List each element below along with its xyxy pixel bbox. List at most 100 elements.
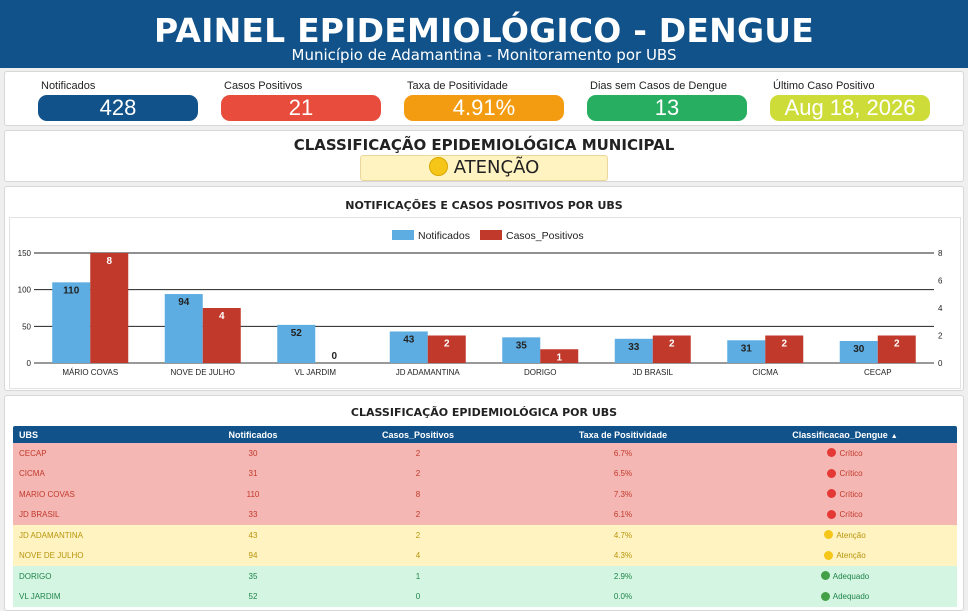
bar-notificados xyxy=(502,337,541,363)
data-label-notificados: 33 xyxy=(628,342,640,353)
cell-ubs: DORIGO xyxy=(19,571,52,581)
bar-casos-positivos xyxy=(765,335,804,363)
table-row[interactable]: CICMA 31 2 6.5% Crítico xyxy=(13,463,957,484)
kpi-value: 4.91% xyxy=(404,95,564,121)
data-label-casos-positivos: 0 xyxy=(331,351,337,362)
y-tick-left: 150 xyxy=(18,249,32,258)
cell-casos-positivos: 4 xyxy=(415,551,421,561)
data-label-notificados: 43 xyxy=(403,334,415,345)
sort-ascending-icon[interactable]: ▲ xyxy=(890,432,898,440)
status-label: Crítico xyxy=(839,489,863,499)
kpi-taxa-positividade: Taxa de Positividade 4.91% xyxy=(404,79,564,121)
column-header-casos-positivos[interactable]: Casos_Positivos xyxy=(381,429,455,440)
cell-ubs: MARIO COVAS xyxy=(19,489,75,499)
x-tick-label: JD BRASIL xyxy=(633,368,674,377)
bar-notificados xyxy=(839,341,878,363)
cell-notificados: 110 xyxy=(246,489,260,499)
column-header-label: Classificacao_Dengue xyxy=(792,429,888,440)
bar-notificados xyxy=(277,324,316,363)
data-label-notificados: 35 xyxy=(516,340,528,351)
bar-chart: Notificados Casos_Positivos 0 50 100 150 0 2 4 6 8… xyxy=(18,230,943,377)
cell-taxa: 6.1% xyxy=(613,510,633,520)
bar-notificados xyxy=(164,294,203,363)
cell-ubs: CECAP xyxy=(19,448,47,458)
table-row[interactable]: JD BRASIL 33 2 6.1% Crítico xyxy=(13,504,957,525)
x-tick-label: NOVE DE JULHO xyxy=(171,368,235,377)
y-tick-right: 6 xyxy=(938,277,943,286)
data-label-notificados: 31 xyxy=(741,343,753,354)
table-row[interactable]: DORIGO 35 1 2.9% Adequado xyxy=(13,566,957,587)
bar-notificados xyxy=(727,340,766,363)
table-row[interactable]: VL JARDIM 52 0 0.0% Adequado xyxy=(13,586,957,607)
column-header-notificados[interactable]: Notificados xyxy=(228,429,278,440)
dashboard-header: PAINEL EPIDEMIOLÓGICO - DENGUE Município… xyxy=(0,0,968,68)
status-circle-icon xyxy=(827,489,837,499)
y-tick-right: 0 xyxy=(938,359,943,368)
y-tick-right: 2 xyxy=(938,332,943,341)
table-row[interactable]: JD ADAMANTINA 43 2 4.7% Atenção xyxy=(13,525,957,546)
legend-label-notificados: Notificados xyxy=(418,230,470,242)
status-circle-icon xyxy=(827,448,837,458)
page-subtitle: Município de Adamantina - Monitoramento … xyxy=(291,46,677,64)
bar-casos-positivos xyxy=(877,335,916,363)
chart-card: NOTIFICAÇÕES E CASOS POSITIVOS POR UBS N… xyxy=(4,186,964,391)
cell-ubs: JD BRASIL xyxy=(19,510,60,520)
bar-casos-positivos xyxy=(90,253,129,363)
bar-casos-positivos xyxy=(540,349,579,363)
kpi-label: Dias sem Casos de Dengue xyxy=(590,80,727,92)
column-header-ubs[interactable]: UBS xyxy=(19,429,39,440)
cell-classificacao: Crítico xyxy=(733,448,957,458)
classification-status: ATENÇÃO xyxy=(453,157,540,178)
table-body: CECAP 30 2 6.7% Crítico CICMA 31 2 6.5% Crítico MA… xyxy=(13,443,957,607)
cell-notificados: 30 xyxy=(248,448,258,458)
data-label-notificados: 30 xyxy=(853,344,865,355)
ubs-table-card: CLASSIFICAÇÃO EPIDEMIOLÓGICA POR UBS UBS… xyxy=(4,395,964,611)
data-label-notificados: 52 xyxy=(291,328,303,339)
data-label-notificados: 94 xyxy=(178,297,190,308)
chart-title: NOTIFICAÇÕES E CASOS POSITIVOS POR UBS xyxy=(345,199,623,212)
cell-classificacao: Atenção xyxy=(733,530,957,540)
cell-classificacao: Crítico xyxy=(733,468,957,478)
ubs-table: UBS Notificados Casos_Positivos Taxa de … xyxy=(13,426,957,607)
legend-swatch-notificados xyxy=(392,230,414,240)
yellow-circle-icon xyxy=(428,157,448,176)
kpi-label: Taxa de Positividade xyxy=(407,80,508,92)
y-tick-right: 4 xyxy=(938,304,943,313)
column-header-taxa[interactable]: Taxa de Positividade xyxy=(578,429,668,440)
cell-taxa: 6.5% xyxy=(613,469,633,479)
status-circle-icon xyxy=(824,550,834,560)
x-tick-label: CICMA xyxy=(752,368,778,377)
cell-notificados: 31 xyxy=(248,469,258,479)
x-tick-label: JD ADAMANTINA xyxy=(396,368,461,377)
data-label-casos-positivos: 2 xyxy=(894,339,900,350)
data-label-casos-positivos: 4 xyxy=(219,311,225,322)
cell-ubs: JD ADAMANTINA xyxy=(19,530,84,540)
kpi-scorecards: Notificados 428 Casos Positivos 21 Taxa … xyxy=(4,71,964,126)
cell-casos-positivos: 2 xyxy=(415,469,421,479)
y-tick-left: 0 xyxy=(27,359,32,368)
x-tick-label: VL JARDIM xyxy=(295,368,337,377)
legend-label-casos-positivos: Casos_Positivos xyxy=(506,230,584,242)
table-row[interactable]: NOVE DE JULHO 94 4 4.3% Atenção xyxy=(13,545,957,566)
table-row[interactable]: CECAP 30 2 6.7% Crítico xyxy=(13,443,957,464)
cell-casos-positivos: 0 xyxy=(415,592,421,602)
status-circle-icon xyxy=(824,530,834,540)
cell-classificacao: Crítico xyxy=(733,509,957,519)
status-label: Atenção xyxy=(836,551,866,561)
cell-ubs: VL JARDIM xyxy=(19,592,61,602)
table-row[interactable]: MARIO COVAS 110 8 7.3% Crítico xyxy=(13,484,957,505)
cell-casos-positivos: 2 xyxy=(415,448,421,458)
data-label-casos-positivos: 2 xyxy=(444,339,450,350)
kpi-value: Aug 18, 2026 xyxy=(770,95,930,121)
cell-taxa: 6.7% xyxy=(613,448,633,458)
table-header: UBS Notificados Casos_Positivos Taxa de … xyxy=(13,426,957,443)
column-header-classificacao[interactable]: Classificacao_Dengue ▲ xyxy=(733,430,957,440)
kpi-label: Último Caso Positivo xyxy=(773,80,875,92)
cell-taxa: 4.3% xyxy=(613,551,633,561)
kpi-value: 13 xyxy=(587,95,747,121)
cell-taxa: 4.7% xyxy=(613,530,633,540)
cell-classificacao: Adequado xyxy=(733,591,957,601)
cell-casos-positivos: 8 xyxy=(415,489,421,499)
legend-swatch-casos-positivos xyxy=(480,230,502,240)
cell-taxa: 2.9% xyxy=(613,571,633,581)
